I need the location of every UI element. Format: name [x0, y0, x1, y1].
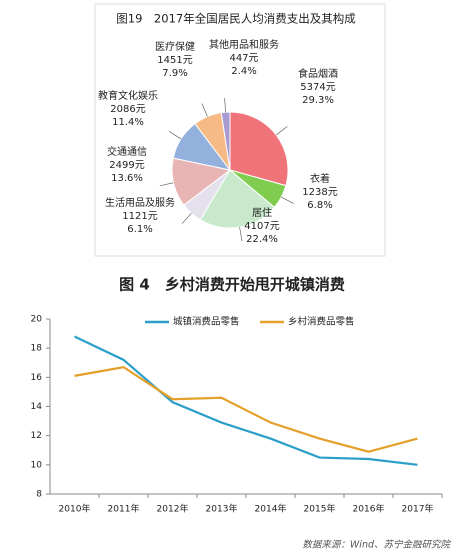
- slice-percent: 6.1%: [127, 224, 152, 235]
- leader-line: [181, 213, 192, 224]
- x-tick-label: 2012年: [157, 503, 189, 515]
- slice-amount: 2499元: [109, 160, 144, 171]
- slice-percent: 2.4%: [231, 66, 256, 77]
- y-tick-label: 20: [31, 315, 43, 325]
- pie-frame: [94, 3, 386, 257]
- slice-name: 教育文化娱乐: [98, 89, 158, 102]
- x-tick-label: 2011年: [108, 503, 140, 515]
- slice-percent: 6.8%: [307, 200, 332, 211]
- slice-amount: 4107元: [244, 221, 279, 232]
- slice-name: 居住: [252, 206, 272, 219]
- y-tick-label: 14: [31, 402, 43, 412]
- x-tick-label: 2015年: [304, 503, 336, 515]
- leader-line: [239, 227, 243, 242]
- pie-slice: [220, 111, 231, 171]
- slice-name: 其他用品和服务: [209, 38, 279, 51]
- line-series: [74, 335, 418, 466]
- leader-line: [201, 103, 208, 117]
- slice-name: 生活用品及服务: [105, 196, 175, 209]
- slice-amount: 2086元: [110, 104, 145, 115]
- leader-line: [281, 196, 294, 204]
- slice-name: 交通通信: [107, 145, 147, 158]
- slice-amount: 1451元: [157, 55, 192, 66]
- slice-amount: 5374元: [300, 82, 335, 93]
- slice-percent: 7.9%: [162, 68, 187, 79]
- y-tick-label: 16: [31, 373, 43, 383]
- line-title: 图 4 乡村消费开始甩开城镇消费: [119, 276, 345, 294]
- x-tick-label: 2013年: [206, 503, 238, 515]
- x-tick-label: 2014年: [255, 503, 287, 515]
- leader-line: [168, 131, 182, 140]
- x-tick-label: 2017年: [402, 503, 434, 515]
- y-tick-label: 18: [31, 344, 43, 354]
- pie-slice: [199, 169, 276, 229]
- line-frame: [0, 300, 464, 558]
- source-note: 数据来源：Wind、苏宁金融研究院: [302, 539, 451, 551]
- legend-label: 乡村消费品零售: [288, 316, 355, 328]
- slice-percent: 22.4%: [246, 234, 278, 245]
- leader-line: [275, 126, 288, 136]
- slice-percent: 13.6%: [111, 173, 143, 184]
- leader-line: [224, 98, 226, 113]
- slice-name: 食品烟酒: [298, 67, 338, 80]
- y-tick-label: 10: [31, 460, 43, 470]
- x-tick-label: 2016年: [353, 503, 385, 515]
- slice-percent: 29.3%: [302, 95, 334, 106]
- y-tick-label: 12: [31, 431, 42, 441]
- leader-line: [159, 182, 174, 187]
- pie-title: 图19 2017年全国居民人均消费支出及其构成: [116, 12, 356, 26]
- y-tick-label: 8: [36, 490, 42, 500]
- pie-slice: [229, 111, 289, 187]
- slice-amount: 1238元: [302, 187, 337, 198]
- slice-amount: 1121元: [122, 211, 157, 222]
- slice-name: 医疗保健: [155, 40, 195, 53]
- slice-amount: 447元: [229, 53, 258, 64]
- line-series: [74, 365, 418, 453]
- slice-percent: 11.4%: [112, 117, 144, 128]
- x-tick-label: 2010年: [59, 503, 91, 515]
- slice-name: 衣着: [310, 172, 330, 185]
- legend-label: 城镇消费品零售: [173, 316, 240, 328]
